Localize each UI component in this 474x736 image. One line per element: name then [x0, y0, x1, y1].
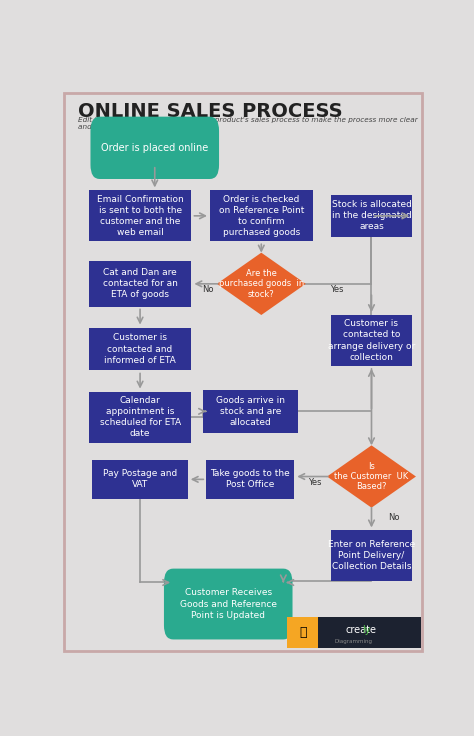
FancyBboxPatch shape: [331, 531, 412, 581]
Text: Pay Postage and
VAT: Pay Postage and VAT: [103, 470, 177, 489]
FancyBboxPatch shape: [331, 315, 412, 366]
Text: create: create: [346, 625, 377, 635]
Polygon shape: [217, 252, 306, 315]
FancyBboxPatch shape: [287, 617, 421, 648]
Text: Yes: Yes: [330, 285, 343, 294]
FancyBboxPatch shape: [91, 117, 219, 179]
Text: Cat and Dan are
contacted for an
ETA of goods: Cat and Dan are contacted for an ETA of …: [103, 268, 177, 300]
Text: Stock is allocated
in the designated
areas: Stock is allocated in the designated are…: [331, 200, 411, 231]
FancyBboxPatch shape: [89, 328, 191, 370]
Text: Calendar
appointment is
scheduled for ETA
date: Calendar appointment is scheduled for ET…: [100, 396, 181, 438]
Text: Diagramming: Diagramming: [334, 639, 372, 644]
Text: Take goods to the
Post Office: Take goods to the Post Office: [210, 470, 290, 489]
Polygon shape: [327, 445, 416, 508]
FancyBboxPatch shape: [210, 191, 313, 241]
FancyBboxPatch shape: [89, 392, 191, 442]
FancyBboxPatch shape: [331, 194, 412, 237]
Text: Customer is
contacted to
arrange delivery or
collection: Customer is contacted to arrange deliver…: [328, 319, 415, 361]
FancyBboxPatch shape: [202, 390, 298, 433]
Text: Customer Receives
Goods and Reference
Point is Updated: Customer Receives Goods and Reference Po…: [180, 589, 277, 620]
Text: Enter on Reference
Point Delivery/
Collection Details: Enter on Reference Point Delivery/ Colle…: [328, 540, 415, 571]
Text: Is
the Customer  UK
Based?: Is the Customer UK Based?: [334, 461, 409, 492]
FancyBboxPatch shape: [164, 569, 292, 640]
FancyBboxPatch shape: [89, 191, 191, 241]
FancyBboxPatch shape: [89, 261, 191, 306]
Text: Yes: Yes: [308, 478, 321, 486]
Text: Order is checked
on Reference Point
to confirm
purchased goods: Order is checked on Reference Point to c…: [219, 195, 304, 237]
Text: 💡: 💡: [299, 626, 307, 640]
Text: ONLINE SALES PROCESS: ONLINE SALES PROCESS: [78, 102, 342, 121]
Text: Goods arrive in
stock and are
allocated: Goods arrive in stock and are allocated: [216, 396, 285, 427]
FancyBboxPatch shape: [92, 459, 188, 499]
Text: Are the
purchased goods  in
stock?: Are the purchased goods in stock?: [219, 269, 304, 299]
Text: Customer is
contacted and
informed of ETA: Customer is contacted and informed of ET…: [104, 333, 176, 364]
Text: Email Confirmation
is sent to both the
customer and the
web email: Email Confirmation is sent to both the c…: [97, 195, 183, 237]
FancyBboxPatch shape: [287, 617, 318, 648]
Text: No: No: [388, 513, 400, 522]
Text: Order is placed online: Order is placed online: [101, 143, 209, 153]
FancyBboxPatch shape: [206, 459, 294, 499]
Text: No: No: [202, 285, 214, 294]
Text: ly: ly: [362, 625, 371, 635]
Text: Edit this diagram accordingly to your product's sales process to make the proces: Edit this diagram accordingly to your pr…: [78, 117, 418, 130]
